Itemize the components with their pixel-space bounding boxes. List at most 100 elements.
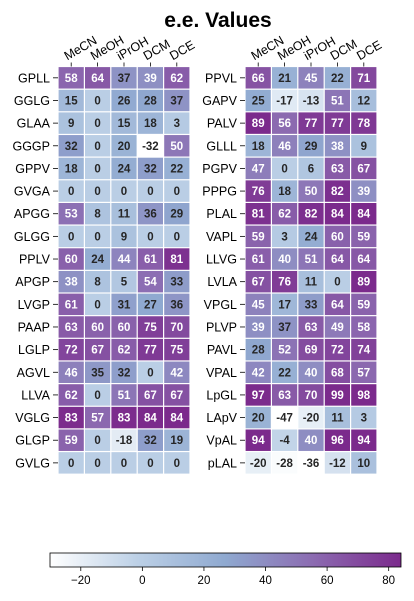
heatmap-cell [324, 67, 350, 89]
heatmap-cell [298, 338, 324, 361]
heatmap-cell [58, 89, 84, 112]
cell-value: -47 [276, 413, 293, 425]
cell-value: 8 [94, 209, 101, 221]
cell-value: 38 [65, 277, 78, 289]
heatmap-cell [272, 293, 298, 316]
heatmap-cell [272, 338, 298, 361]
heatmap-cell [298, 180, 324, 202]
cell-value: 0 [94, 231, 100, 243]
heatmap-cell [324, 452, 350, 474]
colorbar-tick-label: −20 [71, 575, 91, 587]
heatmap-cell [164, 316, 190, 338]
cell-value: 11 [331, 413, 344, 425]
heatmap-cell [58, 361, 84, 383]
row-label: VPAL [206, 366, 237, 380]
row-label: PLAL [206, 207, 237, 221]
cell-value: 52 [278, 345, 291, 357]
cell-value: 0 [147, 231, 153, 243]
cell-value: 39 [144, 73, 157, 85]
heatmap-cell [111, 203, 137, 225]
cell-value: 0 [94, 390, 100, 402]
row-label: PPLV [19, 253, 51, 267]
heatmap-cell [245, 270, 271, 293]
heatmap-cell [85, 406, 111, 429]
cell-value: 62 [65, 390, 78, 402]
cell-value: 75 [144, 322, 157, 334]
cell-value: 98 [357, 390, 370, 402]
heatmap-cell [272, 225, 298, 248]
row-label: PALV [207, 117, 238, 131]
heatmap-cell [245, 361, 271, 383]
row-label: AGVL [17, 366, 50, 380]
heatmap-cell [298, 429, 324, 451]
cell-value: 53 [65, 209, 78, 221]
heatmap-cell [351, 361, 377, 383]
heatmap-cell [58, 225, 84, 248]
row-label: GPPV [15, 162, 50, 176]
heatmap-cell [324, 89, 350, 112]
cell-value: 71 [357, 73, 370, 85]
cell-value: 58 [357, 322, 370, 334]
row-label: GLLL [206, 139, 237, 153]
cell-value: 46 [65, 367, 78, 379]
heatmap-cell [164, 248, 190, 270]
cell-value: 31 [118, 299, 131, 311]
heatmap-cell [351, 270, 377, 293]
row-label: GVGA [14, 185, 51, 199]
heatmap-cell [351, 316, 377, 338]
heatmap-cell [245, 248, 271, 270]
cell-value: 59 [252, 231, 265, 243]
heatmap-cell [351, 429, 377, 451]
cell-value: 89 [252, 118, 265, 130]
heatmap-cell [85, 429, 111, 451]
cell-value: 37 [118, 73, 131, 85]
heatmap-cell [58, 248, 84, 270]
heatmap-cell [245, 89, 271, 112]
heatmap-cell [272, 452, 298, 474]
row-label: GVLG [15, 456, 50, 470]
cell-value: 81 [170, 254, 183, 266]
cell-value: 97 [252, 390, 265, 402]
cell-value: 0 [147, 458, 153, 470]
heatmap-cell [137, 248, 163, 270]
cell-value: 38 [331, 141, 344, 153]
cell-value: 22 [278, 367, 291, 379]
heatmap-cell [137, 225, 163, 248]
heatmap-cell [245, 157, 271, 180]
heatmap-cell [272, 384, 298, 406]
cell-value: 72 [331, 345, 344, 357]
heatmap-cell [298, 293, 324, 316]
heatmap-cell [324, 270, 350, 293]
heatmap-cell [298, 67, 324, 89]
cell-value: 29 [305, 141, 318, 153]
chart-title: e.e. Values [164, 9, 271, 32]
cell-value: 9 [361, 141, 367, 153]
heatmap-cell [272, 361, 298, 383]
heatmap-cell [164, 225, 190, 248]
cell-value: 45 [305, 73, 318, 85]
heatmap-cell [164, 361, 190, 383]
heatmap-cell [298, 225, 324, 248]
cell-value: 0 [147, 367, 153, 379]
heatmap-cell [351, 248, 377, 270]
heatmap-cell [245, 406, 271, 429]
cell-value: -20 [303, 413, 320, 425]
heatmap-cell [298, 157, 324, 180]
cell-value: 39 [252, 322, 265, 334]
heatmap-cell [351, 293, 377, 316]
heatmap-cell [324, 180, 350, 202]
cell-value: 32 [144, 163, 157, 175]
heatmap-cell [164, 384, 190, 406]
heatmap-cell [298, 406, 324, 429]
colorbar-tick-label: 20 [198, 575, 211, 587]
heatmap-cell [137, 135, 163, 157]
cell-value: 0 [94, 95, 100, 107]
cell-value: 77 [331, 118, 344, 130]
colorbar-tick-label: 60 [321, 575, 334, 587]
cell-value: 0 [94, 458, 100, 470]
heatmap-cell [245, 452, 271, 474]
heatmap-cell [111, 429, 137, 451]
heatmap-cell [58, 429, 84, 451]
heatmap-cell [164, 203, 190, 225]
row-label: PPVL [205, 71, 237, 85]
